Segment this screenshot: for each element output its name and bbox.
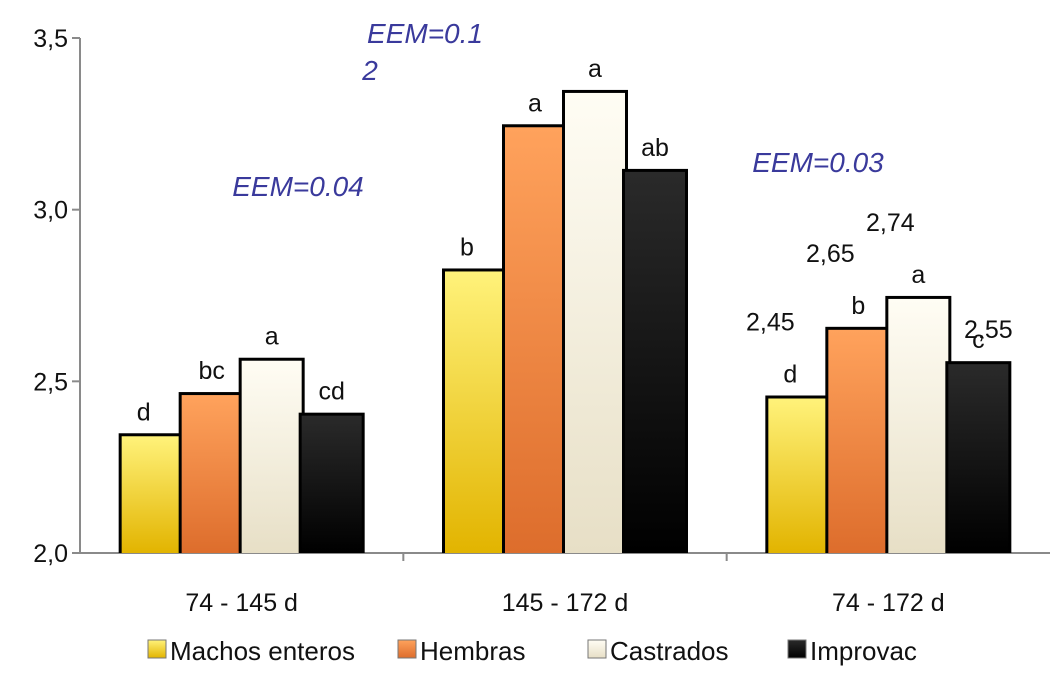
x-tick-label: 74 - 172 d <box>832 589 945 617</box>
bar <box>768 398 829 553</box>
axes: 2,0 2,5 3,0 3,5 74 - 145 d 145 - 172 d 74 - 17… <box>33 25 1050 617</box>
significance-letter: a <box>588 55 602 83</box>
value-label: 2,65 <box>806 240 855 268</box>
significance-letter: cd <box>318 378 344 406</box>
significance-letter: a <box>528 89 542 117</box>
eem-annotation: EEM=0.04 <box>232 171 364 202</box>
value-label: 2,55 <box>964 316 1013 344</box>
bars <box>118 89 1012 554</box>
x-tick-label: 145 - 172 d <box>502 589 629 617</box>
y-tick-label: 2,5 <box>33 368 68 396</box>
significance-letter: c <box>972 326 985 354</box>
bar <box>181 395 242 553</box>
eem-annotation: EEM=0.03 <box>752 147 884 178</box>
value-label: 2,74 <box>866 209 915 237</box>
y-tick-label: 3,0 <box>33 197 68 225</box>
legend-label: Hembras <box>420 636 525 666</box>
bar-labels: d bc a cd b a a ab d 2,45 b 2,65 a 2,74 c2,55 <box>137 55 1013 426</box>
bar <box>241 360 302 553</box>
legend-swatch <box>587 639 607 659</box>
bar <box>121 436 182 553</box>
bar <box>505 127 565 554</box>
significance-letter: ab <box>641 134 669 162</box>
significance-letter: a <box>911 261 925 289</box>
legend-swatch <box>787 639 807 659</box>
x-tick-label: 74 - 145 d <box>185 589 298 617</box>
eem-annotation: EEM=0.1 <box>367 18 483 49</box>
legend-label: Improvac <box>810 636 917 666</box>
legend-swatch <box>397 639 417 659</box>
legend: Machos enteros Hembras Castrados Improvac <box>147 636 917 666</box>
y-tick-label: 3,5 <box>33 25 68 53</box>
value-label: 2,45 <box>746 309 795 337</box>
significance-letter: bc <box>198 357 224 385</box>
bar <box>888 298 949 553</box>
y-tick-label: 2,0 <box>33 540 68 568</box>
annotations: EEM=0.04 EEM=0.1 2 EEM=0.03 <box>232 18 884 202</box>
bar <box>301 415 362 553</box>
significance-letter: d <box>783 361 797 389</box>
legend-swatch <box>147 639 167 659</box>
significance-letter: b <box>851 292 865 320</box>
bar <box>565 92 625 553</box>
bar <box>445 271 505 553</box>
significance-letter: a <box>265 323 279 351</box>
significance-letter: b <box>460 233 474 261</box>
bar <box>948 364 1009 553</box>
bar <box>828 329 889 553</box>
bar <box>625 171 685 553</box>
legend-label: Machos enteros <box>170 636 355 666</box>
significance-letter: d <box>137 398 151 426</box>
eem-annotation: 2 <box>361 55 378 86</box>
legend-label: Castrados <box>610 636 729 666</box>
